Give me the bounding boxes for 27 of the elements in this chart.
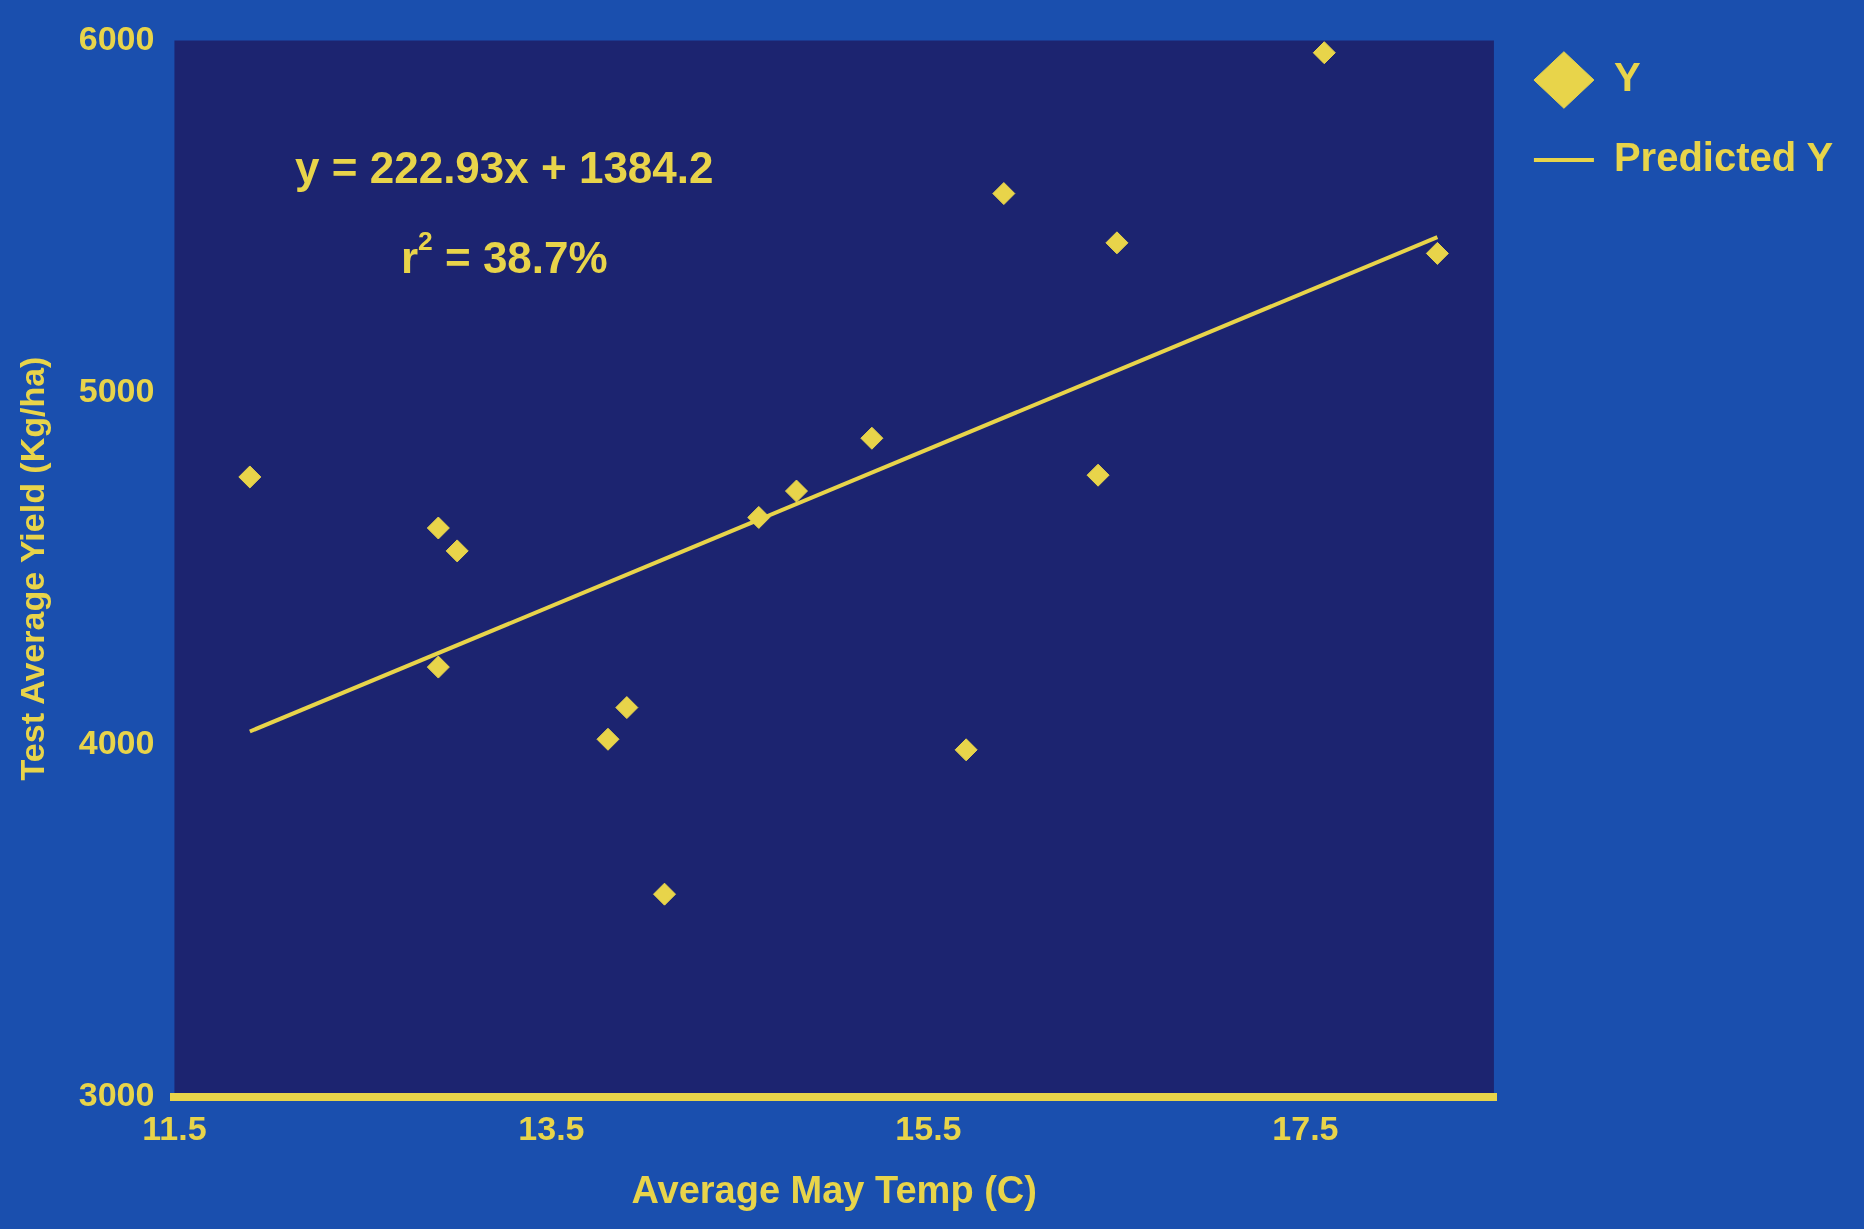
point	[747, 505, 771, 529]
point	[1425, 241, 1449, 265]
point	[426, 655, 450, 679]
point	[426, 516, 450, 540]
legend-label: Y	[1613, 55, 1641, 100]
point	[860, 426, 884, 450]
legend-label: Predicted Y	[1613, 135, 1834, 180]
x-axis-title: Average May Temp (C)	[631, 1168, 1037, 1211]
point	[1105, 231, 1129, 255]
point	[992, 182, 1016, 206]
annotation: y = 222.93x + 1384.2	[295, 142, 714, 192]
x-tick-label: 13.5	[518, 1109, 585, 1148]
point	[238, 465, 262, 489]
point	[1086, 463, 1110, 487]
x-tick-label: 17.5	[1272, 1109, 1339, 1148]
point	[615, 696, 639, 720]
y-tick-label: 6000	[78, 18, 155, 57]
y-axis-title: Test Average Yield (Kg/ha)	[12, 356, 51, 781]
point	[445, 539, 469, 563]
point	[653, 882, 677, 906]
y-tick-label: 4000	[78, 722, 155, 761]
point	[1312, 41, 1336, 65]
point	[954, 738, 978, 762]
y-tick-label: 5000	[78, 370, 155, 409]
point	[784, 479, 808, 503]
point	[596, 727, 620, 751]
x-tick-label: 15.5	[895, 1109, 962, 1148]
